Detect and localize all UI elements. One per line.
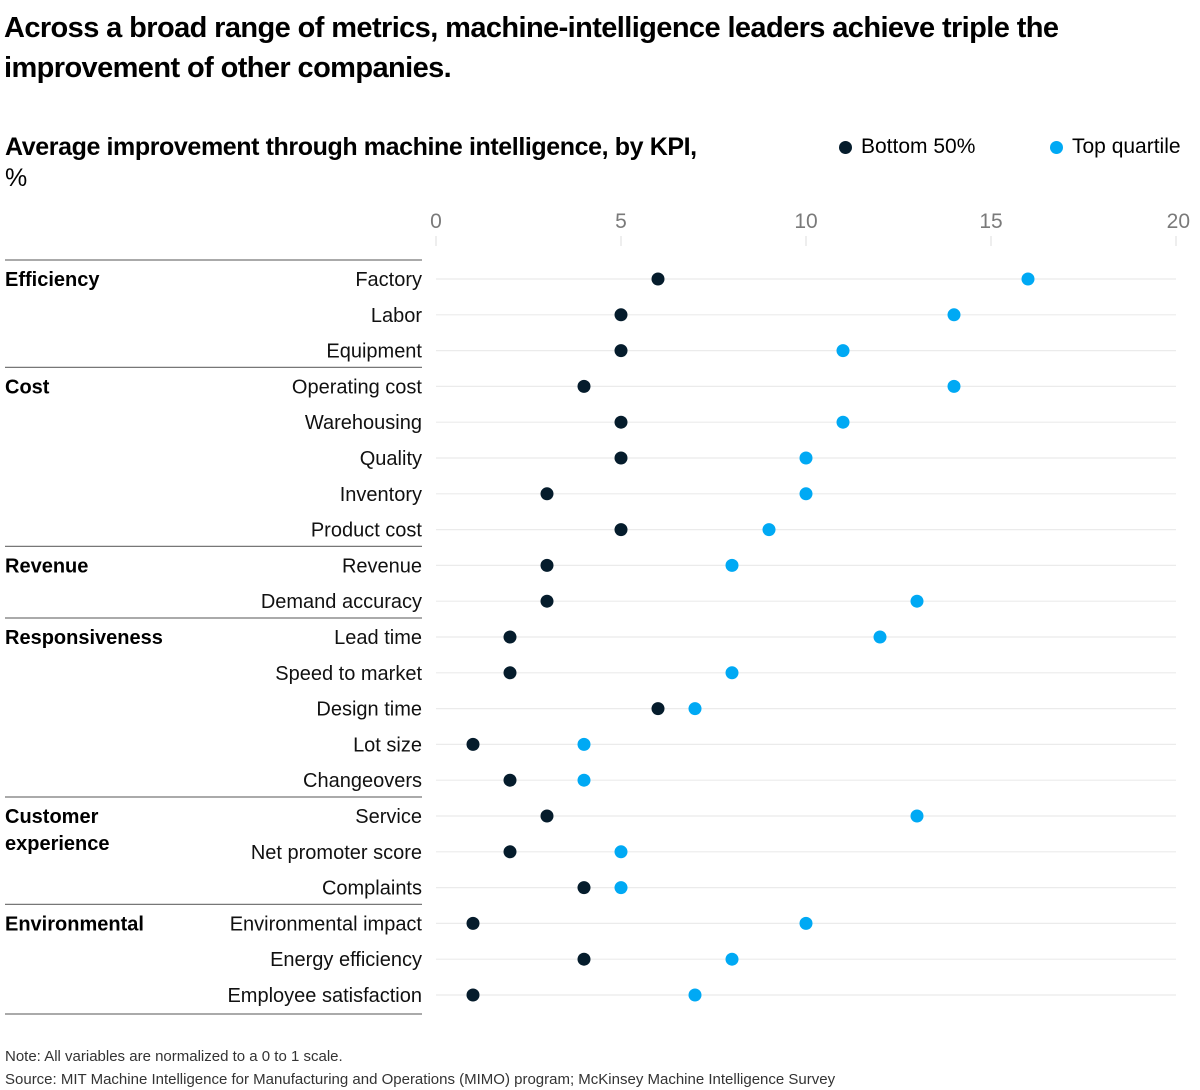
group-label: Cost [5, 376, 50, 398]
kpi-label: Changeovers [303, 770, 422, 792]
dot-top-quartile [799, 916, 813, 930]
kpi-label: Energy efficiency [270, 949, 422, 971]
kpi-label: Speed to market [275, 663, 422, 685]
legend-item-top: Top quartile [1050, 133, 1181, 161]
dot-top-quartile [836, 344, 850, 358]
dot-bottom-50 [466, 988, 480, 1002]
chart-subtitle: Average improvement through machine inte… [5, 132, 725, 194]
dot-bottom-50 [577, 881, 591, 895]
legend-label-top: Top quartile [1072, 135, 1181, 158]
dot-top-quartile [577, 737, 591, 751]
dot-bottom-50 [540, 594, 554, 608]
group-label: Environmental [5, 913, 144, 935]
kpi-label: Quality [360, 448, 422, 470]
dot-top-quartile [577, 773, 591, 787]
dot-bottom-50 [577, 379, 591, 393]
dot-bottom-50 [577, 952, 591, 966]
legend-marker-top-icon [1050, 140, 1063, 154]
dot-bottom-50 [614, 308, 628, 322]
dot-top-quartile [873, 630, 887, 644]
dot-bottom-50 [651, 702, 665, 716]
kpi-label: Employee satisfaction [227, 985, 422, 1007]
dot-bottom-50 [466, 737, 480, 751]
kpi-label: Product cost [311, 520, 423, 542]
dot-top-quartile [947, 308, 961, 322]
dot-bottom-50 [540, 558, 554, 572]
dot-top-quartile [614, 845, 628, 859]
source-note: Source: MIT Machine Intelligence for Man… [5, 1071, 836, 1088]
dot-bottom-50 [503, 773, 517, 787]
dot-bottom-50 [466, 916, 480, 930]
dot-bottom-50 [503, 666, 517, 680]
kpi-label: Lead time [334, 627, 422, 649]
kpi-label: Service [355, 806, 422, 828]
dot-top-quartile [688, 988, 702, 1002]
dot-bottom-50 [614, 415, 628, 429]
legend-item-bottom: Bottom 50% [839, 133, 975, 161]
dot-top-quartile [1021, 272, 1035, 286]
kpi-label: Operating cost [292, 376, 423, 398]
kpi-label: Warehousing [305, 412, 422, 434]
dot-bottom-50 [540, 809, 554, 823]
dot-top-quartile [799, 487, 813, 501]
dot-bottom-50 [540, 487, 554, 501]
x-tick-label: 5 [615, 210, 627, 233]
kpi-label: Net promoter score [251, 842, 422, 864]
dot-bottom-50 [651, 272, 665, 286]
kpi-label: Factory [355, 269, 422, 291]
dot-top-quartile [688, 702, 702, 716]
kpi-label: Design time [316, 699, 422, 721]
dot-bottom-50 [614, 451, 628, 465]
kpi-label: Inventory [340, 484, 422, 506]
x-tick-label: 15 [979, 210, 1002, 233]
group-label: Efficiency [5, 269, 100, 291]
dot-top-quartile [725, 952, 739, 966]
dot-top-quartile [614, 881, 628, 895]
dot-top-quartile [836, 415, 850, 429]
dot-top-quartile [910, 594, 924, 608]
kpi-label: Labor [371, 305, 422, 327]
group-label: Revenue [5, 555, 88, 577]
dot-bottom-50 [503, 845, 517, 859]
group-label: Customer experience [5, 806, 110, 855]
x-tick-label: 10 [794, 210, 817, 233]
footnote: Note: All variables are normalized to a … [5, 1048, 343, 1065]
dot-top-quartile [799, 451, 813, 465]
dot-top-quartile [947, 379, 961, 393]
legend-marker-bottom-icon [839, 140, 852, 154]
dot-bottom-50 [614, 523, 628, 537]
kpi-label: Demand accuracy [261, 591, 422, 613]
group-label: Responsiveness [5, 627, 163, 649]
dot-top-quartile [910, 809, 924, 823]
kpi-label: Revenue [342, 555, 422, 577]
dot-bottom-50 [503, 630, 517, 644]
x-tick-label: 0 [430, 210, 442, 233]
headline: Across a broad range of metrics, machine… [4, 12, 1059, 84]
chart-subtitle-main: Average improvement through machine inte… [5, 133, 697, 161]
dot-top-quartile [725, 666, 739, 680]
kpi-label: Lot size [353, 734, 422, 756]
dot-top-quartile [762, 523, 776, 537]
dot-top-quartile [725, 558, 739, 572]
kpi-label: Complaints [322, 878, 422, 900]
kpi-label: Equipment [326, 341, 422, 363]
legend-label-bottom: Bottom 50% [861, 135, 976, 158]
chart-subtitle-unit: % [5, 164, 27, 192]
x-tick-label: 20 [1167, 210, 1190, 233]
dot-bottom-50 [614, 344, 628, 358]
kpi-label: Environmental impact [230, 913, 423, 935]
